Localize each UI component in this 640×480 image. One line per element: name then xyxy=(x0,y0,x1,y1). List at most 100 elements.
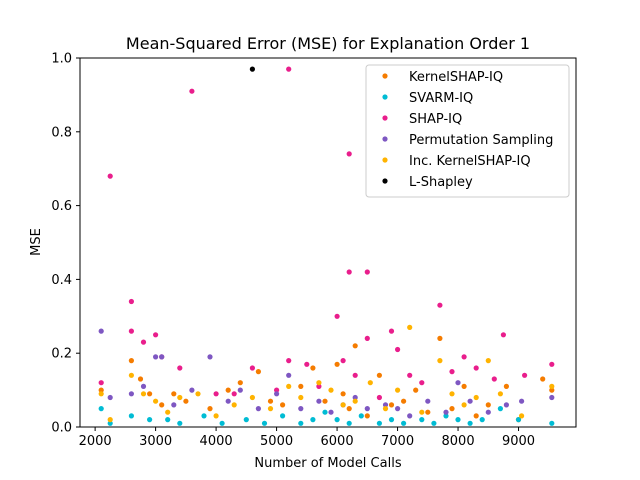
x-axis-label: Number of Model Calls xyxy=(254,456,401,471)
data-point xyxy=(274,387,280,393)
data-point xyxy=(443,413,449,419)
data-point xyxy=(549,387,555,393)
data-point xyxy=(225,387,231,393)
legend-marker xyxy=(382,157,388,163)
data-point xyxy=(286,358,292,364)
y-axis-ticks: 0.0 0.2 0.4 0.6 0.8 1.0 xyxy=(51,52,80,436)
legend-label: SHAP-IQ xyxy=(409,112,462,127)
data-point xyxy=(364,269,370,275)
data-point xyxy=(425,409,431,415)
data-point xyxy=(267,406,274,412)
data-point xyxy=(213,413,219,419)
data-point xyxy=(479,417,485,423)
data-point xyxy=(364,335,370,341)
data-point xyxy=(449,406,455,412)
data-point xyxy=(549,420,555,426)
data-point xyxy=(316,398,322,404)
data-point xyxy=(322,409,328,415)
data-point xyxy=(352,398,358,404)
data-point xyxy=(358,413,364,419)
data-point xyxy=(225,398,231,404)
data-point xyxy=(107,417,113,423)
data-point xyxy=(497,406,503,412)
data-point xyxy=(413,387,419,393)
data-point xyxy=(376,394,382,401)
data-point xyxy=(165,409,171,415)
data-point xyxy=(159,402,165,408)
data-point xyxy=(549,383,555,389)
data-point xyxy=(207,354,213,360)
data-point xyxy=(437,358,443,364)
data-point xyxy=(280,413,286,419)
data-point xyxy=(449,369,455,375)
data-point xyxy=(485,409,491,415)
data-point xyxy=(219,420,225,426)
data-point xyxy=(388,417,395,423)
data-point xyxy=(298,406,304,412)
data-point xyxy=(376,372,382,378)
y-tick-label: 0.2 xyxy=(51,347,72,362)
data-point xyxy=(340,402,346,408)
data-point xyxy=(419,409,425,415)
data-point xyxy=(298,420,304,426)
data-point xyxy=(140,339,147,345)
data-point xyxy=(419,380,425,386)
data-point xyxy=(455,417,461,423)
data-point xyxy=(237,387,243,393)
data-point xyxy=(267,398,274,404)
data-point xyxy=(195,391,201,397)
data-point xyxy=(395,406,401,412)
legend-marker xyxy=(382,73,388,79)
data-point xyxy=(346,420,352,426)
data-point xyxy=(153,398,159,404)
data-point xyxy=(98,387,104,393)
data-point xyxy=(128,328,134,334)
data-point xyxy=(485,402,491,408)
data-point xyxy=(473,394,479,401)
data-point xyxy=(177,420,183,426)
data-point xyxy=(503,402,509,408)
data-point xyxy=(382,402,389,408)
x-tick-label: 8000 xyxy=(442,434,475,449)
x-tick-label: 9000 xyxy=(502,434,535,449)
data-point xyxy=(449,391,455,397)
data-point xyxy=(159,354,165,360)
legend-marker xyxy=(382,136,388,142)
data-point xyxy=(485,358,491,364)
data-point xyxy=(382,406,389,412)
data-point xyxy=(310,417,316,423)
data-point xyxy=(147,417,153,423)
data-point xyxy=(352,343,358,349)
data-point xyxy=(346,406,352,412)
x-tick-label: 4000 xyxy=(200,434,233,449)
data-point xyxy=(461,383,467,389)
data-point xyxy=(128,372,134,378)
data-point xyxy=(98,380,104,386)
data-point xyxy=(171,391,177,397)
data-point xyxy=(316,380,322,386)
data-point xyxy=(437,335,443,341)
data-point xyxy=(189,88,195,94)
data-point xyxy=(328,409,334,415)
data-point xyxy=(177,365,183,371)
data-point xyxy=(467,420,473,426)
data-point xyxy=(286,372,292,378)
data-point xyxy=(549,361,555,367)
data-point xyxy=(107,173,113,179)
data-point xyxy=(261,420,268,426)
data-point xyxy=(153,354,159,360)
data-point xyxy=(334,313,340,319)
data-point xyxy=(207,406,213,412)
data-point xyxy=(140,383,147,389)
legend-marker xyxy=(382,115,388,121)
data-point xyxy=(237,380,243,386)
legend-box xyxy=(365,64,570,198)
data-point xyxy=(280,402,286,408)
data-point xyxy=(255,406,261,412)
points-layer xyxy=(98,66,555,426)
data-point xyxy=(500,332,506,338)
data-point xyxy=(503,383,509,389)
data-point xyxy=(407,372,413,378)
data-point xyxy=(473,365,479,371)
data-point xyxy=(473,413,479,419)
